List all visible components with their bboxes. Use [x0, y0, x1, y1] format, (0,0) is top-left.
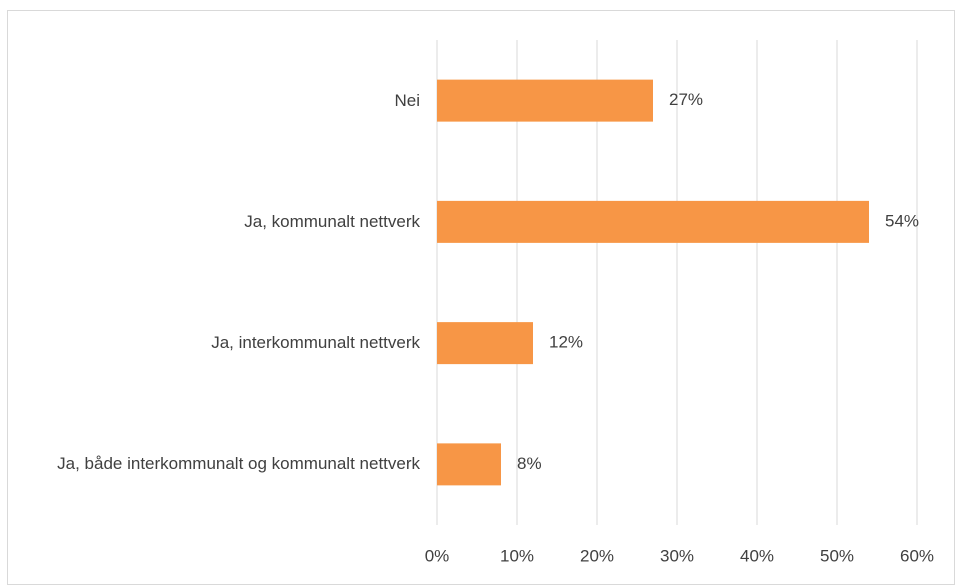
x-tick-label: 0%: [425, 546, 450, 565]
x-tick-label: 10%: [500, 546, 534, 565]
x-tick-label: 60%: [900, 546, 934, 565]
data-label: 12%: [549, 333, 583, 352]
bar: [437, 443, 501, 486]
x-tick-label: 30%: [660, 546, 694, 565]
bar: [437, 79, 653, 122]
bar: [437, 200, 869, 243]
x-tick-label: 20%: [580, 546, 614, 565]
bar: [437, 322, 533, 365]
x-tick-label: 40%: [740, 546, 774, 565]
y-tick-label: Nei: [394, 90, 420, 110]
data-label: 8%: [517, 454, 542, 473]
y-tick-label: Ja, interkommunalt nettverk: [211, 333, 420, 353]
y-tick-label: Ja, både interkommunalt og kommunalt net…: [57, 454, 420, 474]
data-label: 27%: [669, 90, 703, 109]
x-tick-label: 50%: [820, 546, 854, 565]
data-label: 54%: [885, 211, 919, 230]
y-tick-label: Ja, kommunalt nettverk: [244, 211, 420, 231]
